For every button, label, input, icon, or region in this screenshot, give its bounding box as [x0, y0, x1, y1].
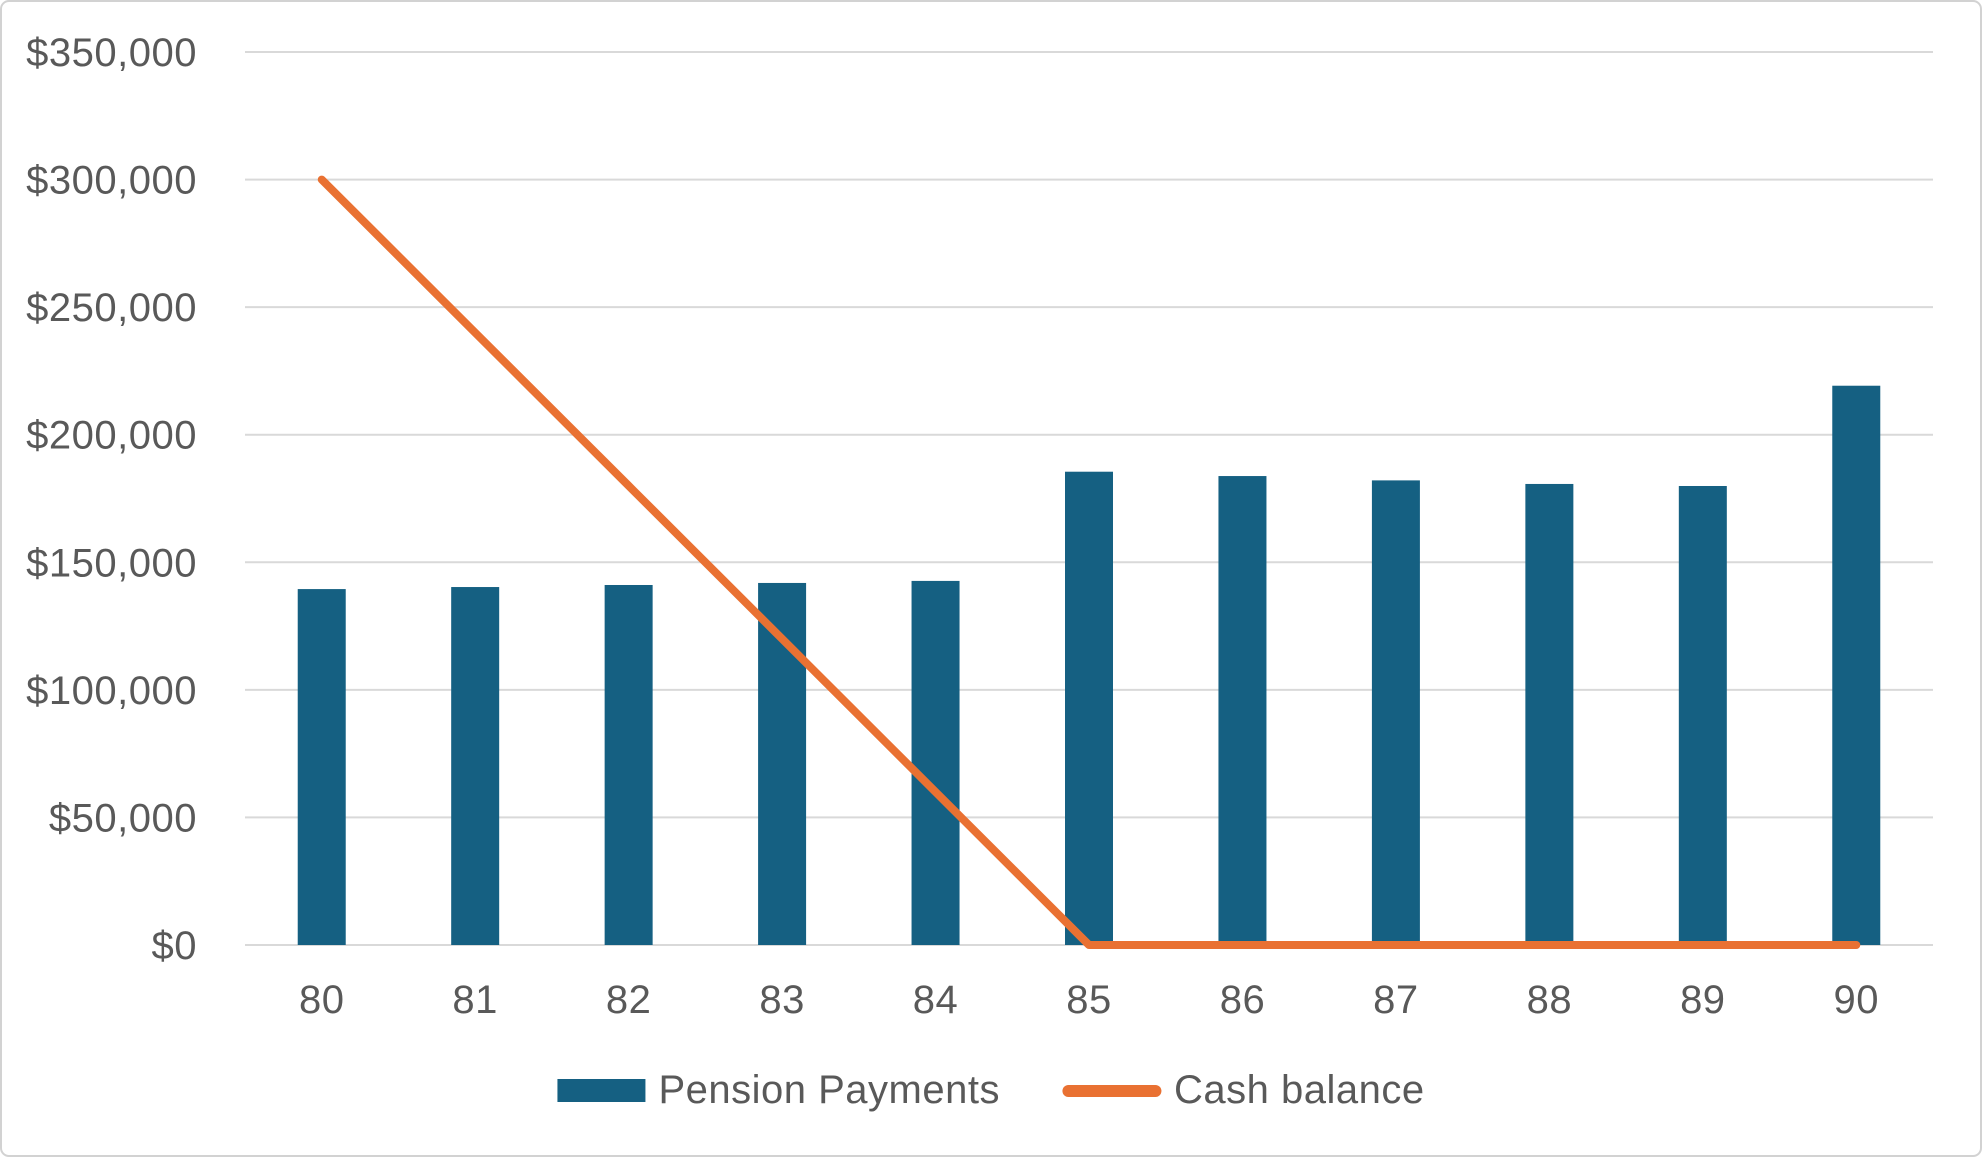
- bar: [1525, 483, 1574, 945]
- x-tick-label: 88: [1527, 978, 1573, 1022]
- cash-balance-line: [317, 175, 1861, 949]
- x-tick-label: 90: [1834, 978, 1880, 1022]
- bar: [604, 584, 653, 945]
- x-tick-label: 89: [1680, 978, 1726, 1022]
- bar: [1218, 476, 1267, 945]
- x-tick-label: 87: [1373, 978, 1419, 1022]
- bar: [1832, 385, 1881, 945]
- y-axis-labels: $0 $50,000 $100,000 $150,000 $200,000 $250,00…: [26, 31, 198, 968]
- legend-label-pension-payments: Pension Payments: [658, 1068, 1000, 1112]
- legend-item-pension-payments: Pension Payments: [557, 1068, 1000, 1113]
- bar: [1678, 485, 1727, 945]
- y-tick-label: $100,000: [26, 669, 197, 713]
- x-axis-labels: 80 81 82 83 84 85 86 87 88 89 90: [299, 978, 1879, 1022]
- y-tick-label: $250,000: [26, 286, 197, 330]
- x-tick-label: 83: [759, 978, 805, 1022]
- legend-label-cash-balance: Cash balance: [1173, 1068, 1425, 1112]
- pension-payments-bar-swatch-icon: [557, 1079, 646, 1102]
- y-tick-label: $200,000: [26, 414, 197, 458]
- legend-item-cash-balance: Cash balance: [1061, 1068, 1425, 1113]
- bar: [1065, 471, 1113, 945]
- y-tick-label: $0: [152, 924, 198, 968]
- bar: [451, 587, 500, 945]
- y-tick-label: $150,000: [26, 541, 197, 585]
- legend: Pension Payments Cash balance: [557, 1068, 1424, 1113]
- cash-balance-line-swatch-icon: [1061, 1084, 1161, 1097]
- x-tick-label: 81: [452, 978, 498, 1022]
- x-tick-label: 85: [1066, 978, 1112, 1022]
- y-tick-label: $50,000: [49, 796, 197, 840]
- bar: [297, 589, 346, 945]
- x-tick-label: 80: [299, 978, 345, 1022]
- x-tick-label: 86: [1220, 978, 1266, 1022]
- y-tick-label: $350,000: [26, 31, 197, 75]
- x-tick-label: 82: [606, 978, 652, 1022]
- y-tick-label: $300,000: [26, 159, 197, 203]
- bar: [1371, 480, 1420, 945]
- bar: [911, 580, 960, 945]
- line-series-cash-balance: [317, 175, 1861, 949]
- bar-series-pension-payments: [297, 385, 1881, 945]
- x-tick-label: 84: [913, 978, 959, 1022]
